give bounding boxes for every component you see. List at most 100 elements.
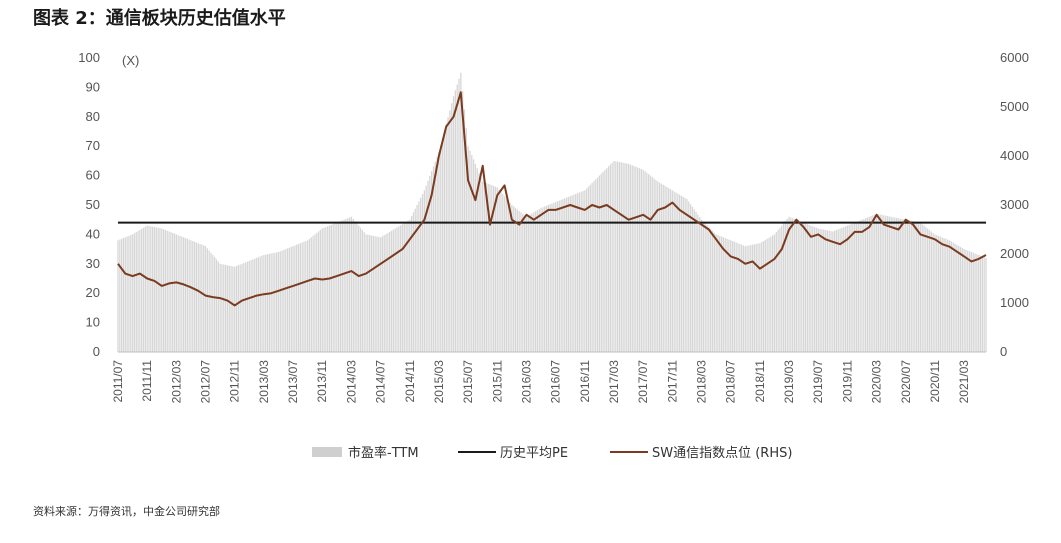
pe-bar: [327, 226, 329, 352]
pe-bar: [420, 197, 422, 352]
pe-bar: [347, 218, 349, 352]
pe-bar: [299, 243, 301, 352]
pe-bar: [243, 263, 245, 352]
pe-bar: [978, 254, 980, 352]
legend-pe-swatch: [312, 447, 342, 457]
pe-bar: [376, 236, 378, 352]
pe-bar: [764, 239, 766, 352]
pe-bar: [491, 185, 493, 352]
pe-bar: [586, 188, 588, 352]
pe-bar: [759, 243, 761, 352]
pe-bar: [617, 161, 619, 352]
x-tick-label: 2014/07: [374, 360, 388, 404]
pe-bar: [875, 213, 878, 352]
x-tick-label: 2013/07: [286, 360, 300, 404]
pe-bar: [578, 192, 580, 352]
pe-bar: [177, 235, 179, 352]
pe-bar: [540, 207, 542, 352]
left-tick-label: 40: [86, 226, 100, 241]
pe-bar: [241, 263, 243, 352]
pe-bar: [221, 264, 223, 352]
pe-bar: [480, 177, 482, 352]
pe-bar: [133, 233, 136, 352]
pe-bar: [531, 213, 533, 352]
pe-bar: [808, 224, 810, 352]
pe-bar: [131, 234, 134, 352]
right-y-axis: 0 1000 2000 3000 4000 5000 6000: [1000, 50, 1029, 359]
chart: 0 10 20 30 40 50 60 70 80 90 100 0 1000 2000 3000 4000…: [78, 50, 1029, 461]
pe-bar: [215, 259, 218, 352]
pe-bar: [245, 262, 247, 352]
pe-bar: [835, 229, 838, 352]
pe-bar: [317, 231, 320, 352]
pe-bar: [237, 265, 239, 352]
pe-bar: [819, 228, 821, 352]
pe-bar: [332, 224, 334, 352]
pe-bar: [507, 200, 509, 352]
left-tick-label: 100: [78, 50, 100, 65]
pe-bar: [803, 222, 805, 352]
right-tick-label: 6000: [1000, 50, 1029, 65]
pe-bar: [691, 206, 694, 352]
pe-bar: [961, 248, 963, 352]
pe-bar: [854, 222, 856, 352]
pe-bar: [533, 212, 535, 352]
pe-bar: [675, 192, 677, 352]
pe-bar: [870, 216, 872, 352]
pe-bar: [846, 225, 849, 352]
pe-bar: [739, 243, 741, 352]
pe-bar: [259, 256, 261, 352]
pe-bar: [518, 210, 520, 352]
pe-bar: [545, 205, 548, 352]
pe-bar: [795, 219, 797, 352]
pe-bar: [908, 220, 911, 352]
pe-bar: [708, 227, 710, 352]
pe-bar: [967, 250, 969, 352]
pe-bar: [440, 145, 442, 352]
pe-bar: [336, 222, 338, 352]
pe-bar: [223, 264, 225, 352]
pe-bar: [609, 164, 611, 352]
pe-bar: [651, 177, 653, 352]
pe-bar: [157, 227, 159, 352]
pe-bar: [130, 235, 132, 352]
pe-bar: [799, 221, 801, 352]
pe-bar: [553, 202, 555, 352]
pe-bar: [832, 231, 834, 352]
pe-bar: [965, 249, 967, 352]
pe-bar: [372, 235, 374, 352]
pe-bar: [385, 234, 387, 352]
pe-bar: [462, 91, 464, 352]
pe-bar: [471, 155, 473, 352]
x-tick-label: 2018/03: [695, 360, 709, 404]
left-tick-label: 70: [86, 138, 100, 153]
pe-bar: [303, 241, 305, 352]
pe-bar: [485, 182, 487, 352]
pe-bar: [848, 224, 850, 352]
pe-bar: [121, 238, 123, 352]
pe-bar: [117, 240, 119, 352]
pe-bar: [524, 215, 526, 352]
pe-bar: [431, 171, 433, 352]
pe-bar: [456, 84, 458, 353]
pe-bar: [379, 237, 382, 352]
pe-bar: [797, 220, 799, 352]
pe-bar: [474, 163, 477, 352]
pe-bar: [265, 254, 267, 352]
pe-bar: [804, 223, 807, 353]
x-tick-label: 2019/07: [811, 360, 825, 404]
pe-bar: [527, 215, 529, 352]
left-tick-label: 10: [86, 315, 100, 330]
pe-bar: [939, 236, 942, 352]
pe-bar: [662, 184, 664, 352]
pe-bar: [706, 225, 708, 352]
pe-bar: [699, 217, 701, 352]
pe-bar: [319, 229, 322, 352]
pe-bar: [522, 213, 524, 352]
pe-bar: [314, 234, 316, 352]
pe-bar: [713, 232, 715, 352]
pe-bar: [190, 240, 192, 352]
index-line-layer: [117, 91, 987, 307]
pe-bar: [144, 226, 146, 352]
legend-pe-label: 市盈率-TTM: [348, 445, 419, 461]
